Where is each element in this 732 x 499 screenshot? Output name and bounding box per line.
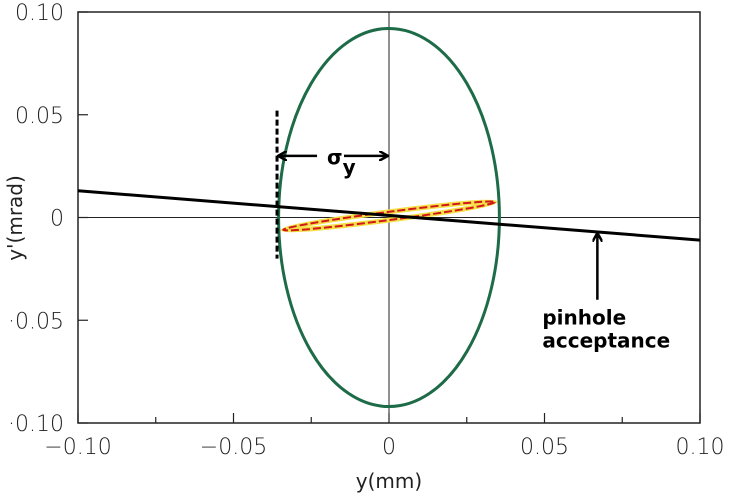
- beam-ellipse: [282, 200, 496, 232]
- x-tick-label: 0.05: [520, 435, 569, 460]
- acceptance-label-line2: acceptance: [542, 329, 670, 353]
- y-tick-label: ·0.05: [8, 309, 64, 334]
- sigma-label: σy: [327, 145, 356, 179]
- x-tick-label: 0: [382, 435, 396, 460]
- y-tick-label: 0.10: [15, 1, 64, 26]
- x-tick-label: −0.05: [200, 435, 267, 460]
- acceptance-label-line1: pinhole: [542, 306, 626, 330]
- x-tick-label: 0.10: [676, 435, 725, 460]
- x-tick-label: −0.10: [44, 435, 111, 460]
- y-tick-label: 0: [50, 207, 64, 232]
- x-axis-label: y(mm): [356, 469, 422, 493]
- y-tick-label: 0.05: [15, 104, 64, 129]
- y-tick-label: ·0.10: [8, 412, 64, 437]
- y-axis-label: y'(mrad): [3, 175, 27, 261]
- outer-ellipse: [277, 26, 501, 409]
